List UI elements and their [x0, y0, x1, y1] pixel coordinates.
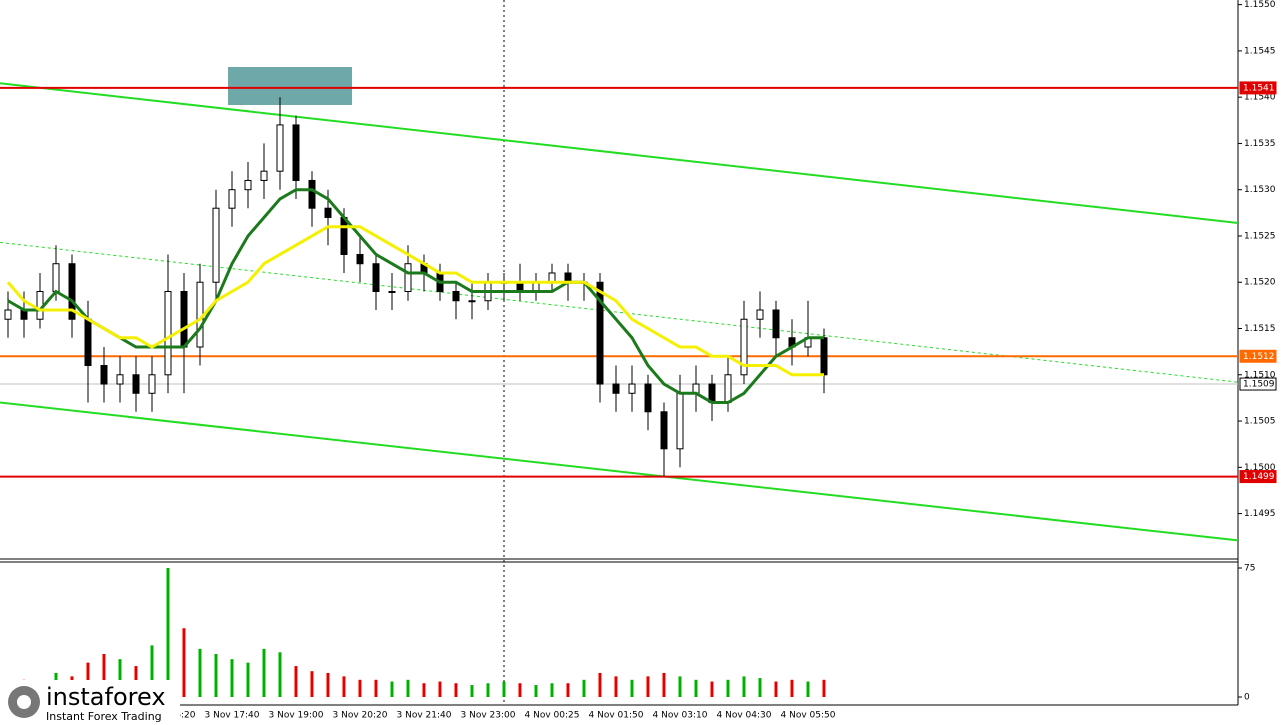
level-label: 1.1499: [1243, 472, 1275, 482]
x-tick-label: 4 Nov 01:50: [589, 711, 644, 721]
x-tick-label: 3 Nov 23:00: [461, 711, 516, 721]
candle-body: [164, 290, 172, 376]
candle-body: [676, 392, 684, 450]
level-label: 1.1512: [1243, 352, 1275, 362]
candle-body: [244, 179, 252, 191]
channel-line: [0, 82, 1239, 225]
volume-tick-label: 0: [1244, 693, 1250, 703]
candle-body: [356, 253, 364, 265]
level-label-box: [1239, 377, 1277, 391]
candle-body: [228, 189, 236, 209]
x-tick-label: 4 Nov 00:25: [525, 711, 580, 721]
candle-body: [132, 374, 140, 394]
candle-body: [372, 263, 380, 292]
level-label: 1.1509: [1243, 380, 1275, 390]
y-tick-label: 1.1495: [1244, 509, 1276, 519]
candle-body: [148, 374, 156, 394]
y-tick-label: 1.1520: [1244, 278, 1276, 288]
candle-body: [260, 170, 268, 181]
level-label-box: [1239, 470, 1277, 484]
candle-body: [820, 337, 828, 376]
candle-body: [100, 365, 108, 385]
y-tick-label: 1.1515: [1244, 324, 1276, 334]
x-tick-label: 3 Nov 21:40: [397, 711, 452, 721]
y-tick-label: 1.1545: [1244, 46, 1276, 56]
y-tick-label: 1.1510: [1244, 370, 1276, 380]
candle-body: [324, 207, 332, 218]
candle-body: [596, 281, 604, 385]
candle-body: [388, 290, 396, 293]
logo: instaforex Instant Forex Trading: [0, 680, 180, 725]
candle-body: [84, 318, 92, 367]
volume-tick-label: 75: [1244, 564, 1255, 574]
candle-body: [180, 290, 188, 348]
x-tick-label: 4 Nov 04:30: [717, 711, 772, 721]
candle-body: [308, 179, 316, 209]
y-tick-label: 1.1505: [1244, 417, 1276, 427]
level-label-box: [1239, 349, 1277, 363]
candle-body: [116, 374, 124, 385]
candle-body: [628, 383, 636, 394]
channel-line: [0, 241, 1239, 383]
x-tick-label: 3 Nov 20:20: [333, 711, 388, 721]
y-tick-label: 1.1540: [1244, 93, 1276, 103]
candle-body: [404, 263, 412, 292]
sell-zone: [228, 67, 352, 105]
y-tick-label: 1.1530: [1244, 185, 1276, 195]
candle-body: [212, 207, 220, 283]
level-label: 1.1541: [1243, 83, 1275, 93]
candle-body: [740, 318, 748, 376]
moving-average: [7, 188, 824, 405]
y-tick-label: 1.1550: [1244, 0, 1276, 10]
candle-body: [292, 124, 300, 181]
candle-body: [644, 383, 652, 413]
y-tick-label: 1.1525: [1244, 231, 1276, 241]
candle-body: [68, 263, 76, 320]
candle-body: [660, 411, 668, 450]
candle-body: [468, 300, 476, 303]
x-tick-label: 3 Nov 17:40: [205, 711, 260, 721]
channel-line: [0, 401, 1239, 542]
candle-body: [452, 290, 460, 302]
candle-body: [340, 216, 348, 255]
level-label-box: [1239, 81, 1277, 95]
candle-body: [276, 124, 284, 172]
candle-body: [724, 374, 732, 404]
logo-tagline: Instant Forex Trading: [46, 710, 162, 723]
candle-body: [4, 309, 12, 320]
x-tick-label: 4 Nov 05:50: [781, 711, 836, 721]
candle-body: [52, 263, 60, 292]
moving-average: [6, 225, 824, 377]
x-tick-label: 3 Nov 19:00: [269, 711, 324, 721]
logo-name: instaforex: [46, 683, 166, 711]
y-tick-label: 1.1500: [1244, 463, 1276, 473]
candle-body: [772, 309, 780, 339]
x-tick-label: 4 Nov 03:10: [653, 711, 708, 721]
logo-icon: [17, 695, 31, 709]
candle-body: [612, 383, 620, 394]
candle-body: [756, 309, 764, 320]
y-tick-label: 1.1535: [1244, 139, 1276, 149]
